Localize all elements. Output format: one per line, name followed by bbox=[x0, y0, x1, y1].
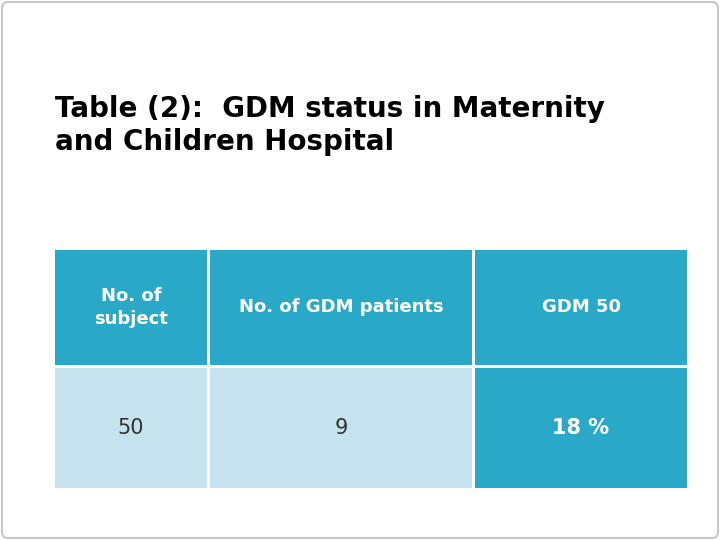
Text: No. of GDM patients: No. of GDM patients bbox=[239, 299, 444, 316]
Bar bbox=[210, 368, 472, 488]
Text: Table (2):  GDM status in Maternity
and Children Hospital: Table (2): GDM status in Maternity and C… bbox=[55, 95, 605, 157]
Bar bbox=[210, 250, 472, 365]
Text: 50: 50 bbox=[118, 418, 144, 438]
Text: 18 %: 18 % bbox=[552, 418, 610, 438]
Bar bbox=[475, 250, 687, 365]
Text: No. of
subject: No. of subject bbox=[94, 287, 168, 328]
Bar bbox=[55, 250, 207, 365]
Bar bbox=[475, 368, 687, 488]
Bar bbox=[55, 368, 207, 488]
Text: GDM 50: GDM 50 bbox=[541, 299, 621, 316]
Text: 9: 9 bbox=[334, 418, 348, 438]
